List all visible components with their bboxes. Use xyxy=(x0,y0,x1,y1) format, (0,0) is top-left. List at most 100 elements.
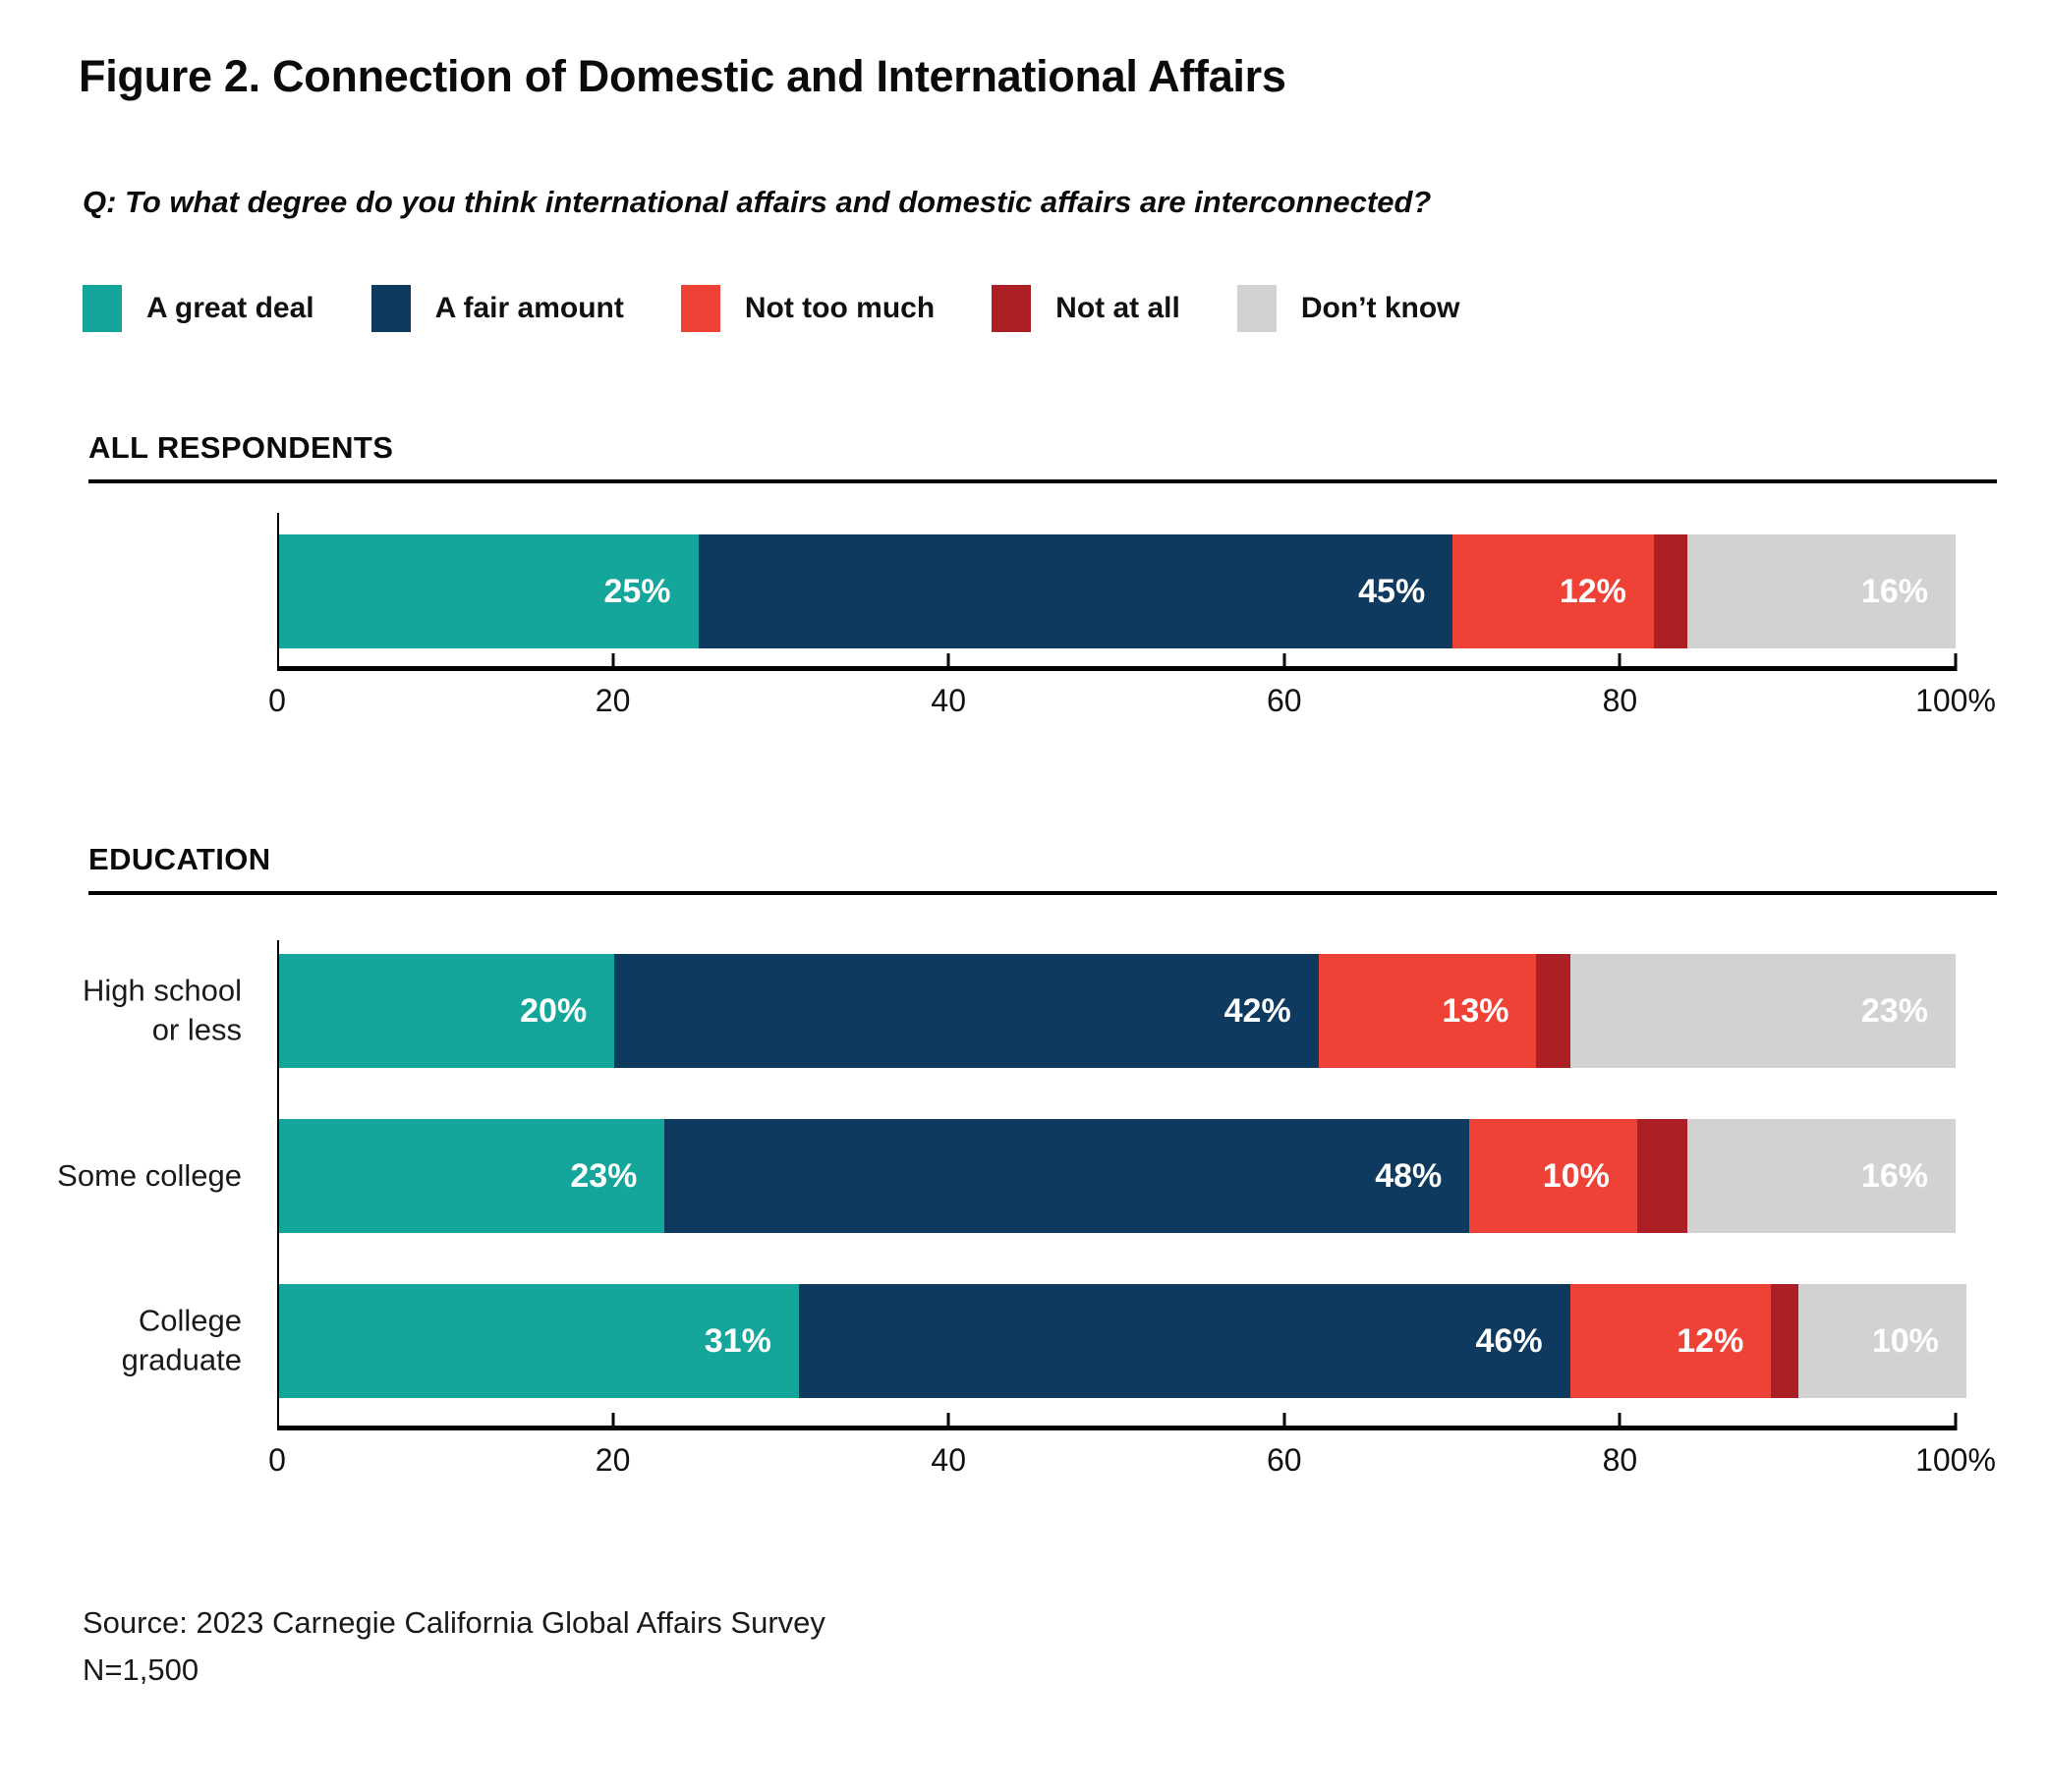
sample-size: N=1,500 xyxy=(83,1652,199,1688)
section-heading-all-respondents: ALL RESPONDENTS xyxy=(88,430,394,465)
segment-a-great-deal: 31% xyxy=(279,1284,799,1398)
bar-row: College graduate 31% 46% 12% 10% xyxy=(122,1284,1966,1398)
legend-label: Don’t know xyxy=(1300,292,1460,324)
legend-item: Not at all xyxy=(992,285,1180,332)
segment-value-label: 10% xyxy=(1542,1156,1610,1195)
axis-tick-label: 60 xyxy=(1267,683,1302,718)
segment-value-label: 45% xyxy=(1358,572,1426,610)
axis-tick-label: 80 xyxy=(1602,683,1638,718)
axis-tick-label: 0 xyxy=(268,683,286,718)
axis-tick xyxy=(1618,653,1621,671)
segment-not-too-much: 12% xyxy=(1569,1284,1772,1398)
stacked-bar: 23% 48% 10% 16% xyxy=(279,1119,1956,1233)
category-label: Some college xyxy=(57,1157,242,1193)
stacked-bar: 31% 46% 12% 10% xyxy=(279,1284,1966,1398)
axis-tick xyxy=(1954,1413,1958,1430)
segment-not-at-all xyxy=(1536,954,1570,1068)
segment-not-too-much: 12% xyxy=(1452,534,1654,648)
bar-row: Some college 23% 48% 10% 16% xyxy=(57,1119,1956,1233)
axis-tick xyxy=(611,1413,615,1430)
legend: A great deal A fair amount Not too much Not… xyxy=(83,285,1997,332)
stacked-bar: 25% 45% 12% 16% xyxy=(279,534,1956,648)
segment-value-label: 10% xyxy=(1871,1321,1939,1360)
legend-label: A great deal xyxy=(146,292,314,324)
chart-education: High school or less 20% 42% 13% 23% Some colle… xyxy=(57,940,1996,1485)
segment-not-too-much: 10% xyxy=(1469,1119,1637,1233)
bar-row: 25% 45% 12% 16% xyxy=(279,534,1956,648)
segment-value-label: 16% xyxy=(1860,1156,1928,1195)
survey-question: Q: To what degree do you think internati… xyxy=(83,185,1432,219)
section-divider xyxy=(88,479,1997,483)
axis-tick-label: 100% xyxy=(1915,683,1996,718)
axis-tick xyxy=(946,653,950,671)
legend-item: A fair amount xyxy=(370,285,624,332)
segment-don-t-know: 16% xyxy=(1687,534,1956,648)
segment-value-label: 16% xyxy=(1860,572,1928,610)
plot-area: High school or less 20% 42% 13% 23% Some colle… xyxy=(57,940,1966,1426)
axis-tick xyxy=(611,653,615,671)
legend-swatch xyxy=(680,285,720,332)
legend-swatch xyxy=(83,285,122,332)
section-education: EDUCATION High school or less 20% 42% 13% 23%… xyxy=(57,842,1997,1485)
segment-don-t-know: 16% xyxy=(1687,1119,1956,1233)
source-line: Source: 2023 Carnegie California Global … xyxy=(83,1605,825,1640)
segment-a-fair-amount: 45% xyxy=(698,534,1453,648)
segment-a-fair-amount: 46% xyxy=(798,1284,1570,1398)
legend-label: A fair amount xyxy=(434,292,624,324)
segment-value-label: 31% xyxy=(704,1321,771,1360)
x-axis-labels: 0 20 40 60 80 100% xyxy=(268,683,1996,726)
legend-label: Not at all xyxy=(1055,292,1180,324)
figure-page: Figure 2. Connection of Domestic and Int… xyxy=(57,51,1997,1694)
section-divider xyxy=(88,891,1997,895)
bar-row: High school or less 20% 42% 13% 23% xyxy=(83,954,1956,1068)
segment-value-label: 12% xyxy=(1559,572,1626,610)
segment-not-at-all xyxy=(1771,1284,1799,1398)
x-axis xyxy=(277,653,1958,671)
segment-value-label: 25% xyxy=(603,572,671,610)
segment-a-great-deal: 23% xyxy=(279,1119,665,1233)
axis-tick-label: 20 xyxy=(595,683,631,718)
segment-not-too-much: 13% xyxy=(1318,954,1537,1068)
axis-tick-label: 80 xyxy=(1602,1442,1638,1478)
segment-value-label: 48% xyxy=(1375,1156,1443,1195)
x-axis xyxy=(277,1413,1958,1430)
axis-tick xyxy=(1954,653,1958,671)
legend-swatch xyxy=(992,285,1032,332)
segment-not-at-all xyxy=(1653,534,1688,648)
legend-swatch xyxy=(1236,285,1277,332)
legend-label: Not too much xyxy=(744,292,936,324)
segment-value-label: 42% xyxy=(1223,991,1291,1030)
x-axis-labels: 0 20 40 60 80 100% xyxy=(268,1442,1996,1485)
plot-area: 25% 45% 12% 16% xyxy=(277,513,1956,666)
section-all-respondents: ALL RESPONDENTS 25% 45% 12% 16% 0 20 40 60 80 10… xyxy=(79,430,1997,726)
figure-title: Figure 2. Connection of Domestic and Int… xyxy=(79,51,1286,101)
axis-tick xyxy=(1618,1413,1621,1430)
axis-tick xyxy=(1282,653,1286,671)
chart-all-respondents: 25% 45% 12% 16% 0 20 40 60 80 100% xyxy=(268,513,1996,726)
legend-item: Not too much xyxy=(680,285,936,332)
segment-value-label: 13% xyxy=(1442,991,1509,1030)
segment-value-label: 23% xyxy=(1860,991,1928,1030)
section-heading-education: EDUCATION xyxy=(88,842,271,876)
category-label: College graduate xyxy=(121,1303,242,1377)
legend-item: Don’t know xyxy=(1236,285,1460,332)
segment-value-label: 12% xyxy=(1677,1321,1744,1360)
axis-tick xyxy=(946,1413,950,1430)
segment-a-fair-amount: 42% xyxy=(614,954,1319,1068)
axis-tick-label: 20 xyxy=(595,1442,631,1478)
source-note: Source: 2023 Carnegie California Global … xyxy=(83,1599,1997,1694)
segment-value-label: 46% xyxy=(1475,1321,1543,1360)
segment-don-t-know: 23% xyxy=(1569,954,1956,1068)
segment-not-at-all xyxy=(1636,1119,1688,1233)
legend-item: A great deal xyxy=(83,285,314,332)
segment-value-label: 20% xyxy=(520,991,588,1030)
axis-tick-label: 40 xyxy=(931,1442,966,1478)
category-label: High school or less xyxy=(83,973,242,1047)
legend-swatch xyxy=(370,285,411,332)
axis-tick-label: 0 xyxy=(268,1442,286,1478)
segment-don-t-know: 10% xyxy=(1798,1284,1966,1398)
segment-a-great-deal: 20% xyxy=(279,954,615,1068)
axis-tick-label: 40 xyxy=(931,683,966,718)
axis-tick xyxy=(1282,1413,1286,1430)
segment-value-label: 23% xyxy=(570,1156,638,1195)
